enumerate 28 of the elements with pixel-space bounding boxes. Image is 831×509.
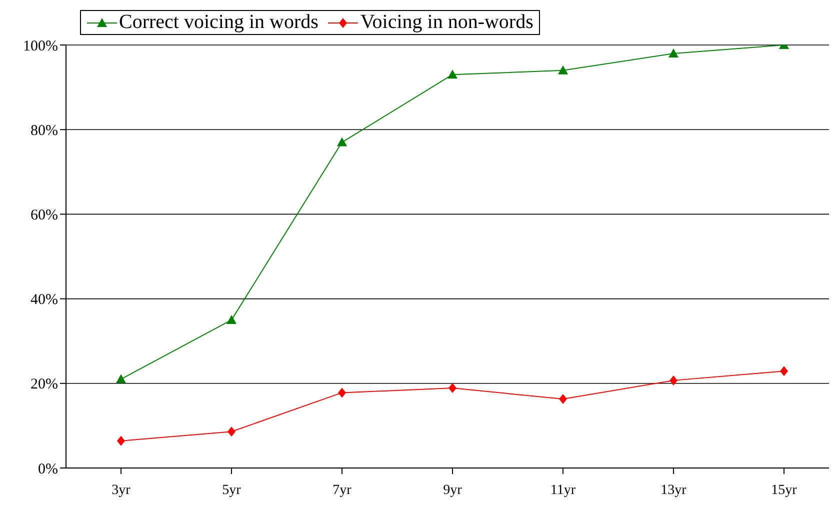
x-tick-label: 13yr xyxy=(660,482,687,498)
y-tick-label: 40% xyxy=(30,292,58,308)
point xyxy=(337,137,347,146)
x-tick-label: 5yr xyxy=(222,482,242,498)
y-tick-label: 60% xyxy=(30,208,58,224)
point xyxy=(780,366,788,376)
x-tick-label: 3yr xyxy=(112,482,131,498)
point xyxy=(226,314,236,324)
point xyxy=(338,388,346,398)
legend-label: Correct voicing in words xyxy=(119,11,318,34)
y-tick-label: 20% xyxy=(30,376,58,393)
y-tick-label: 0% xyxy=(38,461,58,478)
point xyxy=(558,65,568,74)
point xyxy=(117,436,125,446)
x-tick-label: 9yr xyxy=(443,482,462,498)
x-tick-label: 15yr xyxy=(771,482,798,498)
point xyxy=(670,375,678,386)
point xyxy=(448,383,456,394)
legend-label: Voicing in non-words xyxy=(360,11,534,34)
point xyxy=(228,426,236,437)
point xyxy=(559,394,567,404)
point xyxy=(448,70,458,79)
y-tick-label: 100% xyxy=(23,38,58,54)
y-tick-label: 80% xyxy=(30,122,58,139)
x-tick-label: 11yr xyxy=(550,482,576,498)
point xyxy=(668,48,678,58)
point xyxy=(116,374,126,384)
x-tick-label: 7yr xyxy=(332,482,352,498)
